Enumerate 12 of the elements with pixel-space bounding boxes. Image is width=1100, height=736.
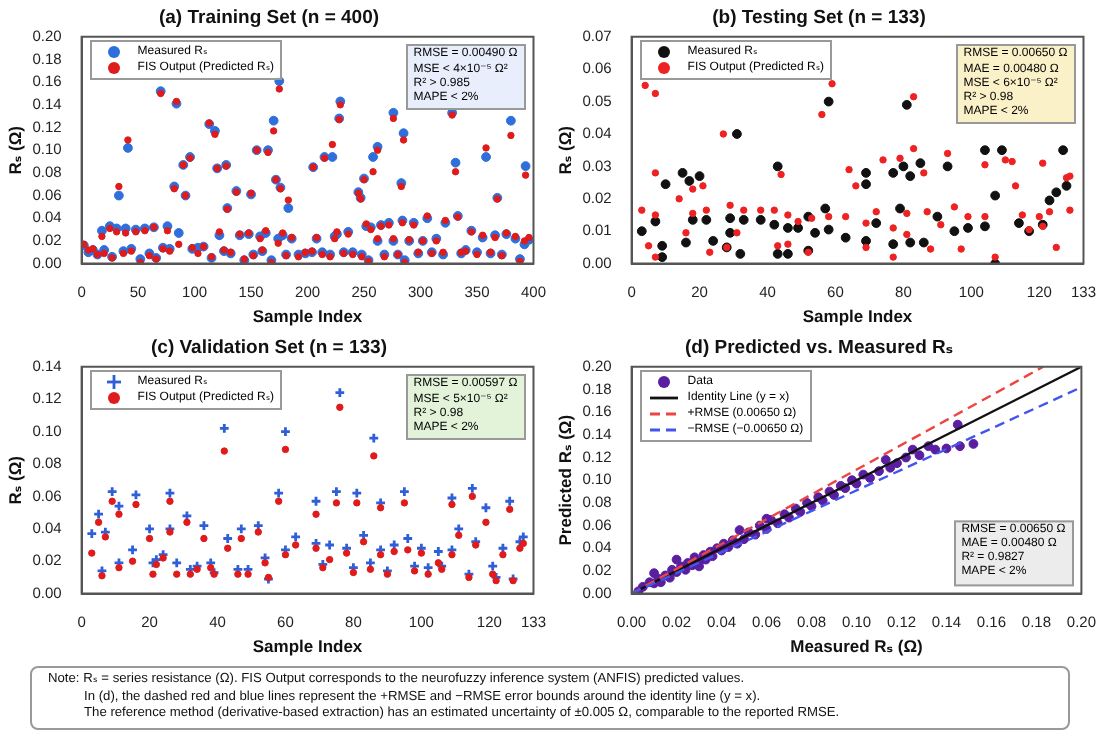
x-axis-title: Sample Index [252,306,363,327]
x-axis-title: Sample Index [252,636,363,657]
x-axis-title: Measured Rₛ (Ω) [790,636,924,657]
x-axis-title: Sample Index [802,306,913,327]
chart-title: (d) Predicted vs. Measured Rₛ [684,336,954,359]
y-axis-title: Rₛ (Ω) [4,455,25,505]
chart-title: (b) Testing Set (n = 133) [712,6,926,29]
y-axis-title: Rₛ (Ω) [554,125,575,175]
y-axis-title: Predicted Rₛ (Ω) [554,414,575,546]
y-axis-title: Rₛ (Ω) [4,125,25,175]
chart-title: (a) Training Set (n = 400) [158,6,380,29]
chart-title: (c) Validation Set (n = 133) [151,336,387,359]
